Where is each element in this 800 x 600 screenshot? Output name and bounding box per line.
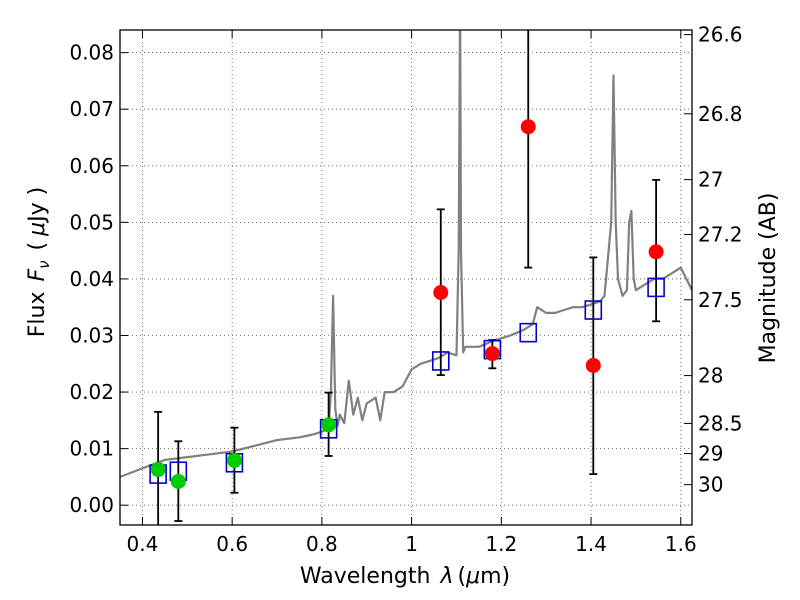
- model-photometry-square: [519, 322, 538, 343]
- y-tick-label: 0.05: [69, 210, 114, 234]
- x-tick-label: 1: [405, 532, 418, 556]
- x-tick-label: 1.4: [575, 532, 607, 556]
- y2-tick-label: 30: [698, 473, 723, 497]
- flux-point: [484, 346, 500, 362]
- flux-point: [648, 244, 664, 260]
- axis-ticks: 0.4 0.6 0.8 1 1.2 1.4 1.6 0.00 0.01 0.02 0.03 0.04 0…: [69, 23, 742, 556]
- y-tick-label: 0.03: [69, 323, 114, 347]
- x-tick-label: 0.6: [216, 532, 248, 556]
- y-tick-label: 0.01: [69, 437, 114, 461]
- y-tick-label: 0.02: [69, 380, 114, 404]
- flux-point: [585, 357, 601, 373]
- y2-tick-label: 27.2: [698, 222, 743, 246]
- y2-tick-label: 29: [698, 442, 723, 466]
- y-tick-label: 0.06: [69, 154, 114, 178]
- y2-tick-label: 28: [698, 364, 723, 388]
- detection-point: [150, 462, 166, 478]
- x-tick-label: 1.2: [485, 532, 517, 556]
- y-tick-label: 0.08: [69, 41, 114, 65]
- flux-point: [520, 119, 536, 135]
- detection-point: [170, 473, 186, 489]
- model-photometry-square: [431, 351, 450, 371]
- x-axis-label: Wavelength λ (μm): [300, 564, 510, 589]
- x-tick-label: 0.8: [306, 532, 338, 556]
- model-photometry-square: [647, 277, 665, 298]
- y2-tick-label: 28.5: [698, 411, 743, 435]
- grid-lines: [120, 30, 692, 525]
- y2-tick-label: 26.6: [698, 23, 743, 47]
- y2-tick-label: 27.5: [698, 288, 743, 312]
- y2-axis-label: Magnitude (AB): [756, 193, 781, 364]
- x-tick-label: 1.6: [665, 532, 697, 556]
- y-axis-label: FluxFν(μJy ): [25, 187, 53, 337]
- detection-point: [226, 453, 242, 469]
- y2-tick-label: 27: [698, 168, 723, 192]
- y-tick-label: 0.00: [69, 493, 114, 517]
- y-tick-label: 0.07: [69, 97, 114, 121]
- model-spectrum-line: [120, 30, 692, 478]
- model-photometry-square: [584, 300, 603, 320]
- x-tick-label: 0.4: [127, 532, 159, 556]
- plot-frame: [119, 29, 693, 526]
- detection-point: [321, 417, 337, 433]
- plot-area: [120, 30, 692, 525]
- flux-point: [433, 284, 449, 300]
- y-tick-label: 0.04: [69, 267, 114, 291]
- y2-tick-label: 26.8: [698, 102, 743, 126]
